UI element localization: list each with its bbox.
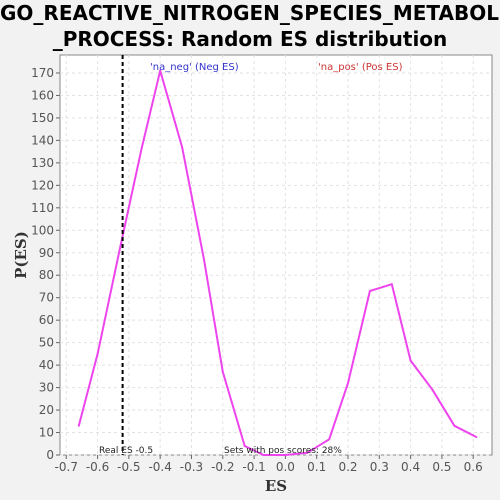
y-tick-label: 10 bbox=[39, 426, 54, 440]
plot-area bbox=[59, 54, 493, 456]
x-axis-ticks: -0.7 -0.6 -0.5 -0.4 -0.3 -0.2 -0.1 0.0 0.1 0.2 0.3… bbox=[55, 455, 483, 474]
x-tick-label: -0.3 bbox=[180, 460, 203, 474]
x-tick-label: 0.6 bbox=[464, 460, 483, 474]
neg-legend-label: 'na_neg' (Neg ES) bbox=[150, 62, 239, 73]
pos-legend-label: 'na_pos' (Pos ES) bbox=[318, 62, 403, 73]
data-point bbox=[96, 352, 99, 355]
x-tick-label: 0.5 bbox=[432, 460, 451, 474]
data-point bbox=[262, 454, 265, 456]
y-tick-label: 0 bbox=[46, 448, 54, 462]
data-point bbox=[243, 445, 246, 448]
data-point bbox=[159, 69, 162, 72]
y-tick-label: 30 bbox=[39, 381, 54, 395]
x-tick-label: 0.0 bbox=[276, 460, 295, 474]
x-tick-label: -0.1 bbox=[242, 460, 265, 474]
data-point bbox=[140, 148, 143, 151]
series-line bbox=[77, 69, 477, 456]
x-tick-label: 0.3 bbox=[370, 460, 389, 474]
data-point bbox=[409, 359, 412, 362]
data-point bbox=[77, 424, 80, 427]
data-point bbox=[284, 454, 287, 456]
chart-title: GO_REACTIVE_NITROGEN_SPECIES_METABOLIC _… bbox=[0, 0, 500, 52]
y-tick-label: 110 bbox=[31, 201, 54, 215]
data-point bbox=[431, 388, 434, 391]
x-tick-label: -0.4 bbox=[148, 460, 171, 474]
y-tick-label: 120 bbox=[31, 178, 54, 192]
grid-lines bbox=[60, 55, 492, 456]
y-tick-label: 170 bbox=[31, 66, 54, 80]
series-layer bbox=[77, 69, 478, 456]
x-tick-label: -0.6 bbox=[86, 460, 109, 474]
data-point bbox=[368, 289, 371, 292]
y-tick-label: 100 bbox=[31, 223, 54, 237]
data-point bbox=[453, 424, 456, 427]
data-point bbox=[347, 382, 349, 385]
y-tick-label: 160 bbox=[31, 88, 54, 102]
y-axis-title: P(ES) bbox=[12, 231, 30, 279]
y-tick-label: 70 bbox=[39, 291, 54, 305]
x-tick-label: 0.4 bbox=[401, 460, 420, 474]
y-tick-label: 50 bbox=[39, 336, 54, 350]
data-point bbox=[181, 146, 184, 149]
x-tick-label: 0.1 bbox=[307, 460, 326, 474]
data-point bbox=[475, 436, 478, 439]
y-tick-label: 40 bbox=[39, 358, 54, 372]
y-tick-label: 90 bbox=[39, 246, 54, 260]
x-tick-label: 0.2 bbox=[338, 460, 357, 474]
y-tick-label: 60 bbox=[39, 313, 54, 327]
y-tick-label: 150 bbox=[31, 111, 54, 125]
y-tick-label: 80 bbox=[39, 268, 54, 282]
data-point bbox=[390, 283, 393, 286]
x-tick-label: -0.7 bbox=[55, 460, 78, 474]
data-point bbox=[203, 258, 205, 261]
pos-scores-label: Sets with pos scores: 28% bbox=[224, 446, 342, 456]
y-tick-label: 130 bbox=[31, 156, 54, 170]
data-point bbox=[118, 249, 121, 252]
chart-title-line-1: GO_REACTIVE_NITROGEN_SPECIES_METABOLIC bbox=[0, 1, 500, 25]
y-axis-ticks: 0 10 20 30 40 50 60 70 80 90 100 110 120 130 140 150 160… bbox=[31, 66, 60, 462]
real-es-label: Real ES -0.5 bbox=[99, 446, 153, 456]
data-point bbox=[221, 370, 224, 373]
x-tick-label: -0.2 bbox=[211, 460, 234, 474]
data-point bbox=[328, 438, 331, 441]
data-point bbox=[306, 451, 309, 454]
x-tick-label: -0.5 bbox=[117, 460, 140, 474]
y-tick-label: 140 bbox=[31, 133, 54, 147]
x-axis-title: ES bbox=[265, 477, 287, 495]
y-tick-label: 20 bbox=[39, 403, 54, 417]
chart-title-line-2: _PROCESS: Random ES distribution bbox=[52, 27, 448, 51]
